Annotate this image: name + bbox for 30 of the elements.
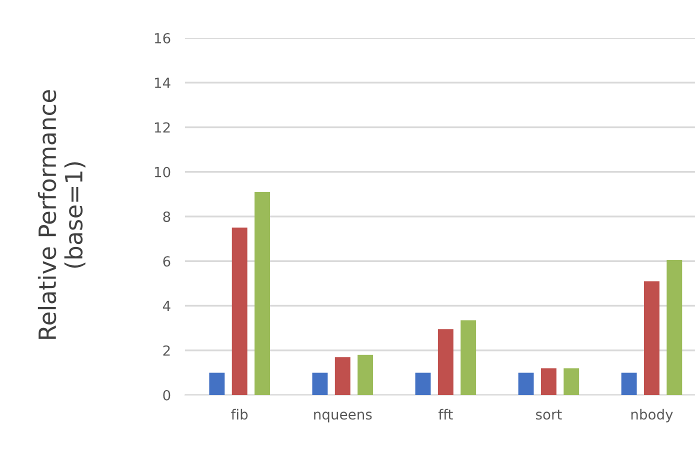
y-tick-label: 14 bbox=[154, 78, 170, 88]
y-tick-label: 4 bbox=[162, 300, 170, 312]
y-tick-label: 12 bbox=[154, 122, 170, 133]
bar bbox=[209, 372, 225, 395]
x-tick-label: sort bbox=[536, 410, 562, 420]
bar bbox=[254, 192, 270, 395]
x-tick-label: nbody bbox=[631, 408, 673, 422]
x-tick-label: fib bbox=[231, 408, 248, 420]
bar bbox=[621, 372, 637, 395]
bar bbox=[518, 372, 534, 395]
y-tick-label: 8 bbox=[163, 211, 170, 222]
bar bbox=[358, 354, 374, 395]
y-tick-label: 6 bbox=[163, 256, 170, 267]
x-tick-label: nqueens bbox=[314, 412, 372, 422]
y-axis-title: Relative Performance (base=1) bbox=[38, 90, 86, 339]
bar bbox=[564, 368, 580, 395]
bar bbox=[415, 372, 431, 395]
x-tick-label: fft bbox=[438, 408, 453, 420]
bar bbox=[540, 368, 556, 395]
bar bbox=[312, 372, 328, 395]
y-tick-label: 2 bbox=[163, 345, 170, 356]
y-tick-label: 16 bbox=[154, 32, 170, 44]
bar bbox=[460, 320, 476, 395]
bar bbox=[666, 260, 682, 395]
y-tick-label: 10 bbox=[154, 166, 170, 178]
bar bbox=[644, 281, 660, 395]
y-tick-label: 0 bbox=[163, 390, 170, 400]
bar bbox=[438, 329, 454, 395]
bar bbox=[232, 228, 248, 395]
bar bbox=[334, 357, 350, 395]
